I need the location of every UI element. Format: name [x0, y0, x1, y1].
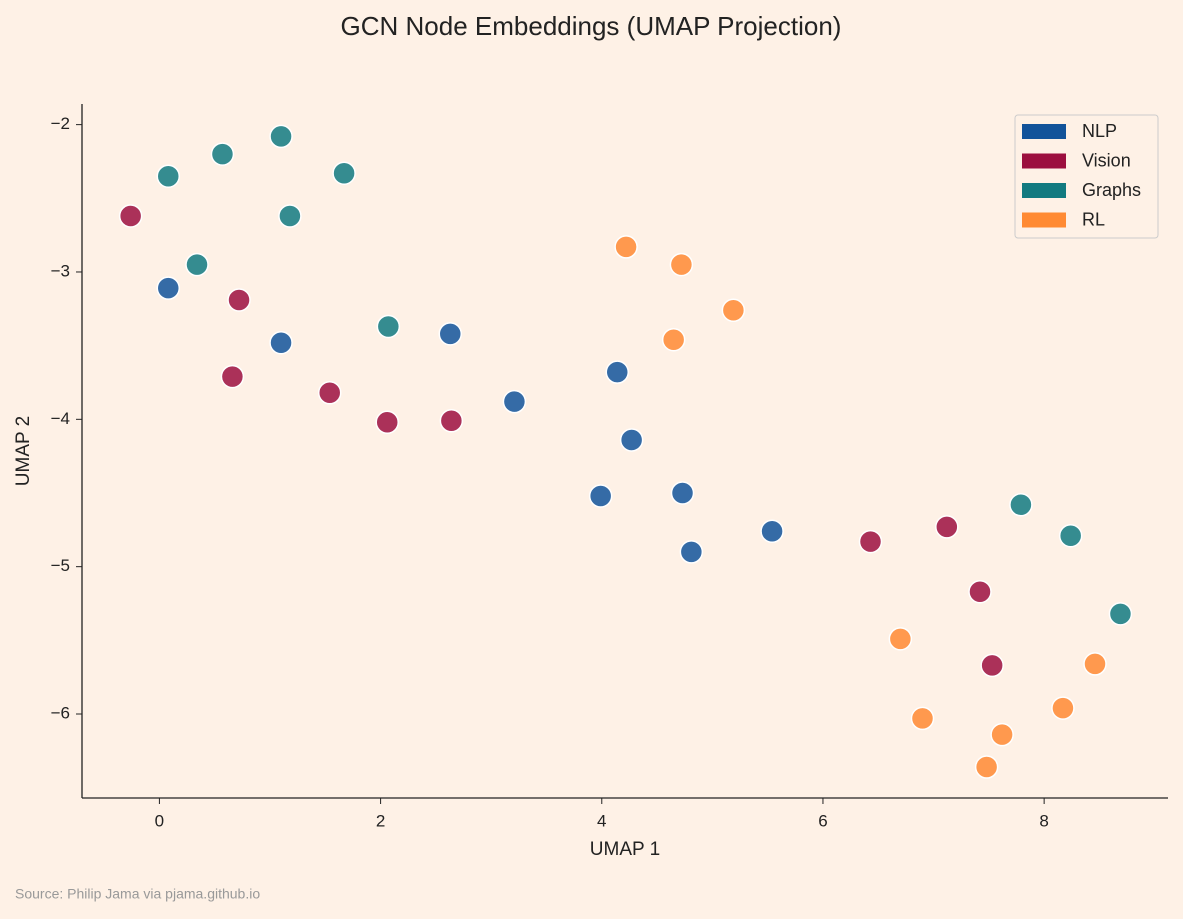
x-tick-label: 6 — [818, 811, 827, 830]
point — [614, 235, 638, 259]
legend-label: NLP — [1082, 121, 1117, 141]
point — [588, 484, 613, 508]
legend-swatch — [1022, 212, 1066, 228]
point — [1108, 602, 1133, 626]
x-tick-label: 0 — [155, 811, 164, 830]
y-tick-label: −4 — [51, 409, 70, 428]
point — [990, 722, 1014, 747]
point — [332, 161, 356, 186]
point — [439, 409, 464, 433]
x-tick-label: 8 — [1039, 811, 1048, 830]
point — [605, 360, 630, 384]
point — [438, 322, 463, 346]
x-axis-label: UMAP 1 — [590, 839, 660, 860]
point — [935, 515, 959, 539]
point — [220, 364, 245, 389]
y-axis-label: UMAP 2 — [13, 416, 34, 486]
point — [118, 204, 143, 228]
source-note: Source: Philip Jama via pjama.github.io — [15, 886, 260, 902]
legend-box — [1014, 114, 1159, 239]
point — [669, 252, 694, 277]
point — [1058, 523, 1083, 548]
chart-title: GCN Node Embeddings (UMAP Projection) — [341, 11, 842, 41]
point — [269, 124, 293, 149]
point — [1009, 493, 1033, 517]
legend-label: Vision — [1082, 150, 1131, 170]
point — [679, 540, 704, 564]
point — [375, 410, 399, 435]
point — [968, 579, 992, 604]
legend-swatch — [1022, 124, 1066, 139]
point — [376, 314, 401, 339]
point — [227, 288, 251, 312]
legend-label: RL — [1082, 209, 1105, 229]
point — [910, 706, 935, 731]
point — [156, 164, 181, 188]
point — [269, 330, 293, 355]
point — [278, 204, 302, 228]
point — [1083, 652, 1107, 676]
point — [760, 519, 784, 544]
point — [858, 529, 883, 554]
point — [670, 481, 695, 505]
point — [185, 252, 209, 277]
point — [502, 389, 527, 414]
legend-swatch — [1022, 183, 1066, 198]
point — [980, 653, 1004, 678]
point — [974, 755, 999, 779]
point — [619, 428, 644, 452]
point — [721, 298, 746, 323]
x-tick-label: 2 — [376, 811, 385, 830]
point — [156, 276, 181, 300]
point — [661, 328, 686, 352]
legend-swatch — [1022, 153, 1066, 169]
y-tick-label: −3 — [51, 261, 70, 280]
y-tick-label: −2 — [51, 114, 70, 133]
y-tick-label: −5 — [51, 556, 70, 575]
point — [888, 627, 913, 651]
point — [210, 142, 235, 166]
x-tick-label: 4 — [597, 811, 606, 830]
point — [317, 381, 342, 405]
legend-label: Graphs — [1082, 180, 1141, 200]
point — [1051, 696, 1075, 720]
y-tick-label: −6 — [51, 703, 70, 722]
